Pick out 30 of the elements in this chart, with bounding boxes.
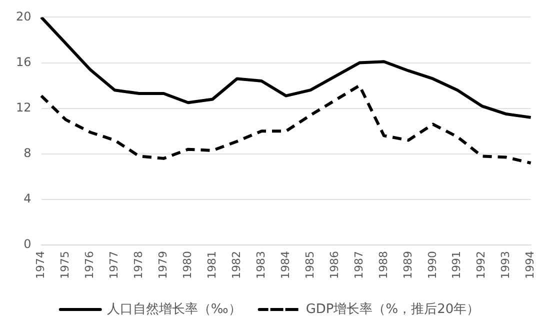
x-tick-label: 1975: [58, 251, 72, 280]
y-tick-label: 16: [16, 54, 32, 69]
y-tick-label: 12: [16, 100, 32, 114]
x-tick-label: 1977: [108, 251, 121, 280]
x-tick-label: 1988: [376, 251, 390, 280]
x-tick-label: 1989: [401, 251, 414, 280]
x-tick-label: 1980: [180, 251, 194, 280]
y-tick-label: 8: [24, 146, 32, 160]
y-tick-label: 0: [24, 237, 32, 252]
x-tick-label: 1990: [426, 251, 439, 280]
x-tick-label: 1987: [352, 251, 366, 280]
x-tick-label: 1985: [303, 251, 316, 280]
x-tick-label: 1986: [328, 251, 341, 280]
x-tick-label: 1992: [474, 251, 488, 280]
y-tick-label: 4: [24, 192, 32, 206]
x-tick-label: 1981: [205, 251, 218, 280]
x-tick-label: 1978: [132, 251, 146, 280]
legend-label: 人口自然增长率（‰）: [106, 300, 242, 317]
x-tick-label: 1982: [230, 251, 243, 280]
y-tick-label: 20: [16, 9, 32, 24]
x-tick-label: 1979: [156, 251, 170, 280]
x-tick-label: 1991: [450, 251, 464, 280]
x-tick-label: 1976: [83, 251, 96, 280]
legend-label: GDP增长率（%，推后20年）: [306, 300, 480, 317]
line-series: [40, 84, 532, 164]
x-tick-label: 1983: [254, 251, 268, 280]
x-tick-label: 1993: [499, 251, 512, 280]
x-tick-label: 1974: [34, 251, 48, 280]
x-tick-label: 1984: [278, 251, 292, 280]
x-tick-label: 1994: [524, 251, 537, 280]
